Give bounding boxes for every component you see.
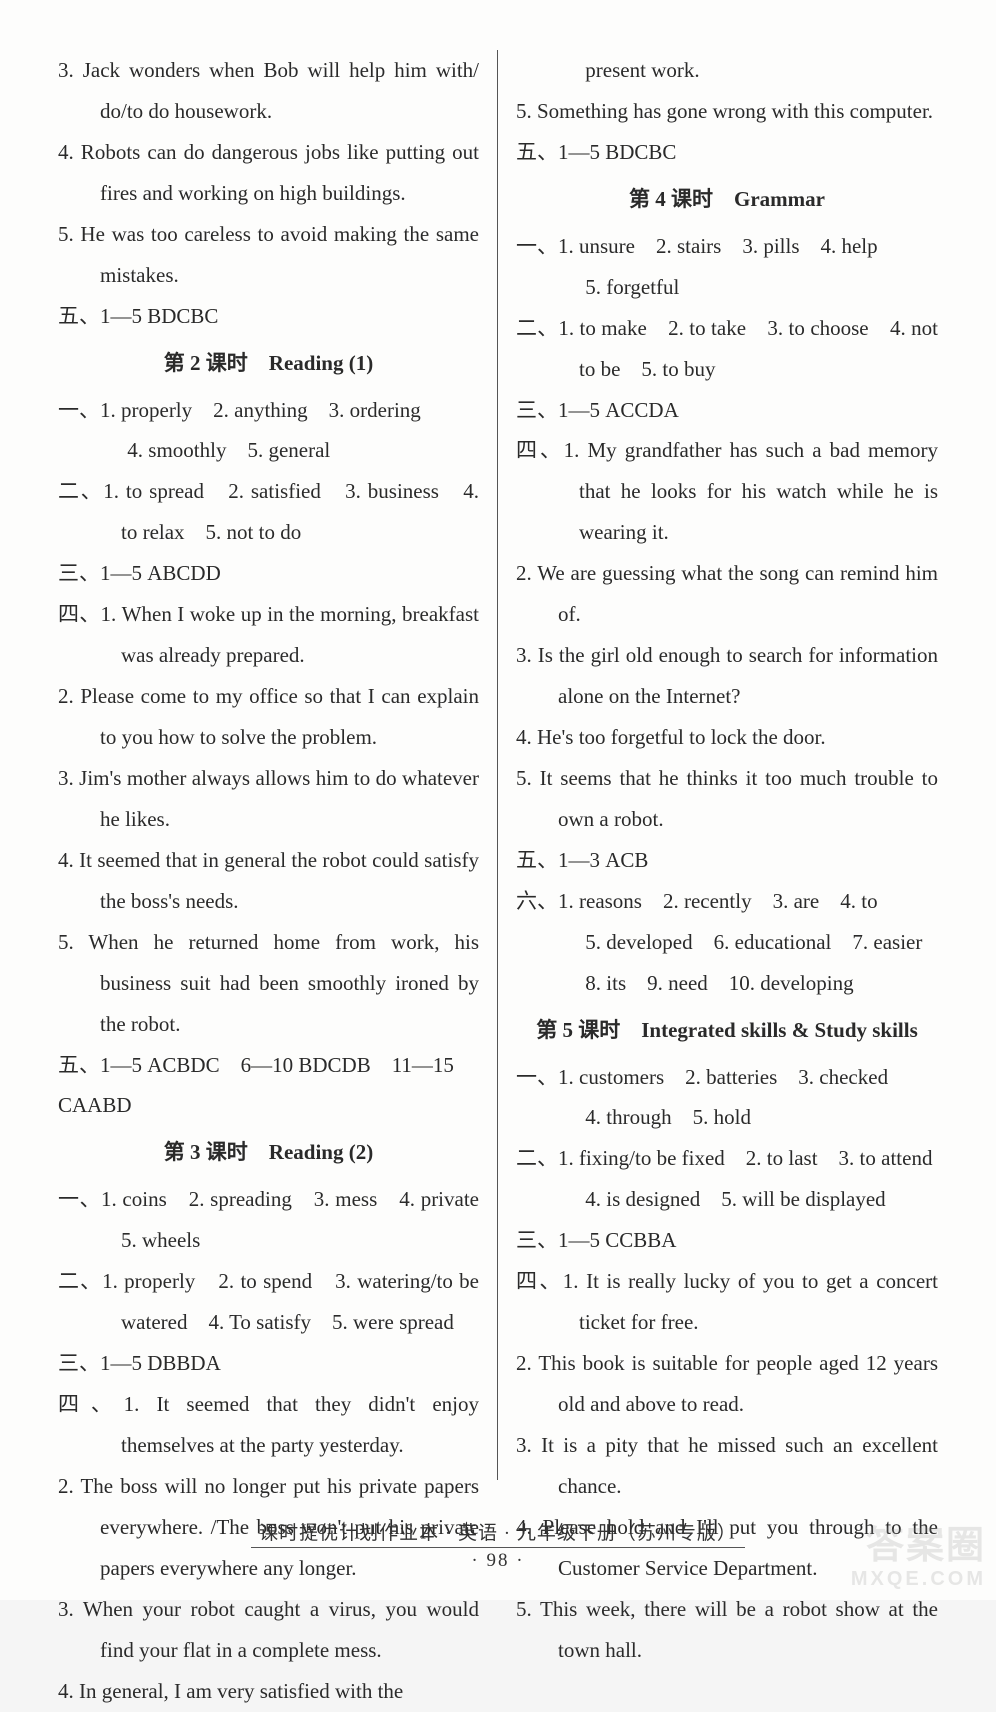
watermark: 答案圈 MXQE.COM <box>851 1526 986 1590</box>
watermark-top: 答案圈 <box>851 1526 986 1568</box>
answer-line: 8. its 9. need 10. developing <box>516 963 938 1004</box>
left-column: 3. Jack wonders when Bob will help him w… <box>40 50 498 1480</box>
answer-line: 5. Something has gone wrong with this co… <box>516 91 938 132</box>
answer-line: 5. He was too careless to avoid making t… <box>58 214 479 296</box>
answer-line: 一、1. customers 2. batteries 3. checked <box>516 1057 938 1098</box>
answer-line: 4. is designed 5. will be displayed <box>516 1179 938 1220</box>
answer-line: 5. forgetful <box>516 267 938 308</box>
answer-line: 4. Robots can do dangerous jobs like put… <box>58 132 479 214</box>
answer-line: 一、1. unsure 2. stairs 3. pills 4. help <box>516 226 938 267</box>
section-answer: 三、1—5 ABCDD <box>58 553 479 594</box>
section-answer: 五、1—5 BDCBC <box>516 132 938 173</box>
answer-line: 5. When he returned home from work, his … <box>58 922 479 1045</box>
lesson-heading: 第 5 课时 Integrated skills & Study skills <box>516 1010 938 1051</box>
right-column: present work. 5. Something has gone wron… <box>498 50 956 1480</box>
answer-line: 六、1. reasons 2. recently 3. are 4. to <box>516 881 938 922</box>
section-answer: 三、1—5 ACCDA <box>516 390 938 431</box>
answer-line: 二、1. properly 2. to spend 3. watering/to… <box>58 1261 479 1343</box>
page-footer: 课时提优计划作业本 · 英语 · 九年级下册（苏州专版） · 98 · <box>0 1518 996 1572</box>
page: 3. Jack wonders when Bob will help him w… <box>0 0 996 1600</box>
lesson-heading: 第 3 课时 Reading (2) <box>58 1132 479 1173</box>
answer-line: 4. smoothly 5. general <box>58 430 479 471</box>
lesson-heading: 第 4 课时 Grammar <box>516 179 938 220</box>
answer-line: 5. It seems that he thinks it too much t… <box>516 758 938 840</box>
answer-line: 2. We are guessing what the song can rem… <box>516 553 938 635</box>
answer-line: 3. Jim's mother always allows him to do … <box>58 758 479 840</box>
answer-line: 四、1. When I woke up in the morning, brea… <box>58 594 479 676</box>
answer-line: 2. Please come to my office so that I ca… <box>58 676 479 758</box>
answer-line: 3. It is a pity that he missed such an e… <box>516 1425 938 1507</box>
lesson-heading: 第 2 课时 Reading (1) <box>58 343 479 384</box>
section-answer: 五、1—5 ACBDC 6—10 BDCDB 11—15 CAABD <box>58 1045 479 1127</box>
page-number: · 98 · <box>0 1550 996 1572</box>
answer-line: present work. <box>516 50 938 91</box>
answer-line: 二、1. fixing/to be fixed 2. to last 3. to… <box>516 1138 938 1179</box>
two-column-layout: 3. Jack wonders when Bob will help him w… <box>40 50 956 1480</box>
answer-line: 四、1. It is really lucky of you to get a … <box>516 1261 938 1343</box>
answer-line: 二、1. to spread 2. satisfied 3. business … <box>58 471 479 553</box>
answer-line: 5. developed 6. educational 7. easier <box>516 922 938 963</box>
answer-line: 4. In general, I am very satisfied with … <box>58 1671 479 1712</box>
answer-line: 二、1. to make 2. to take 3. to choose 4. … <box>516 308 938 390</box>
watermark-bottom: MXQE.COM <box>851 1568 986 1590</box>
answer-line: 3. Jack wonders when Bob will help him w… <box>58 50 479 132</box>
footer-title: 课时提优计划作业本 · 英语 · 九年级下册（苏州专版） <box>251 1518 745 1548</box>
answer-line: 3. When your robot caught a virus, you w… <box>58 1589 479 1671</box>
answer-line: 3. Is the girl old enough to search for … <box>516 635 938 717</box>
section-answer: 五、1—5 BDCBC <box>58 296 479 337</box>
answer-line: 2. This book is suitable for people aged… <box>516 1343 938 1425</box>
answer-line: 4. through 5. hold <box>516 1097 938 1138</box>
answer-line: 四、1. My grandfather has such a bad memor… <box>516 430 938 553</box>
section-answer: 三、1—5 CCBBA <box>516 1220 938 1261</box>
answer-line: 4. He's too forgetful to lock the door. <box>516 717 938 758</box>
answer-line: 一、1. coins 2. spreading 3. mess 4. priva… <box>58 1179 479 1261</box>
answer-line: 4. It seemed that in general the robot c… <box>58 840 479 922</box>
section-answer: 三、1—5 DBBDA <box>58 1343 479 1384</box>
answer-line: 一、1. properly 2. anything 3. ordering <box>58 390 479 431</box>
answer-line: 四、1. It seemed that they didn't enjoy th… <box>58 1384 479 1466</box>
answer-line: 5. This week, there will be a robot show… <box>516 1589 938 1671</box>
section-answer: 五、1—3 ACB <box>516 840 938 881</box>
